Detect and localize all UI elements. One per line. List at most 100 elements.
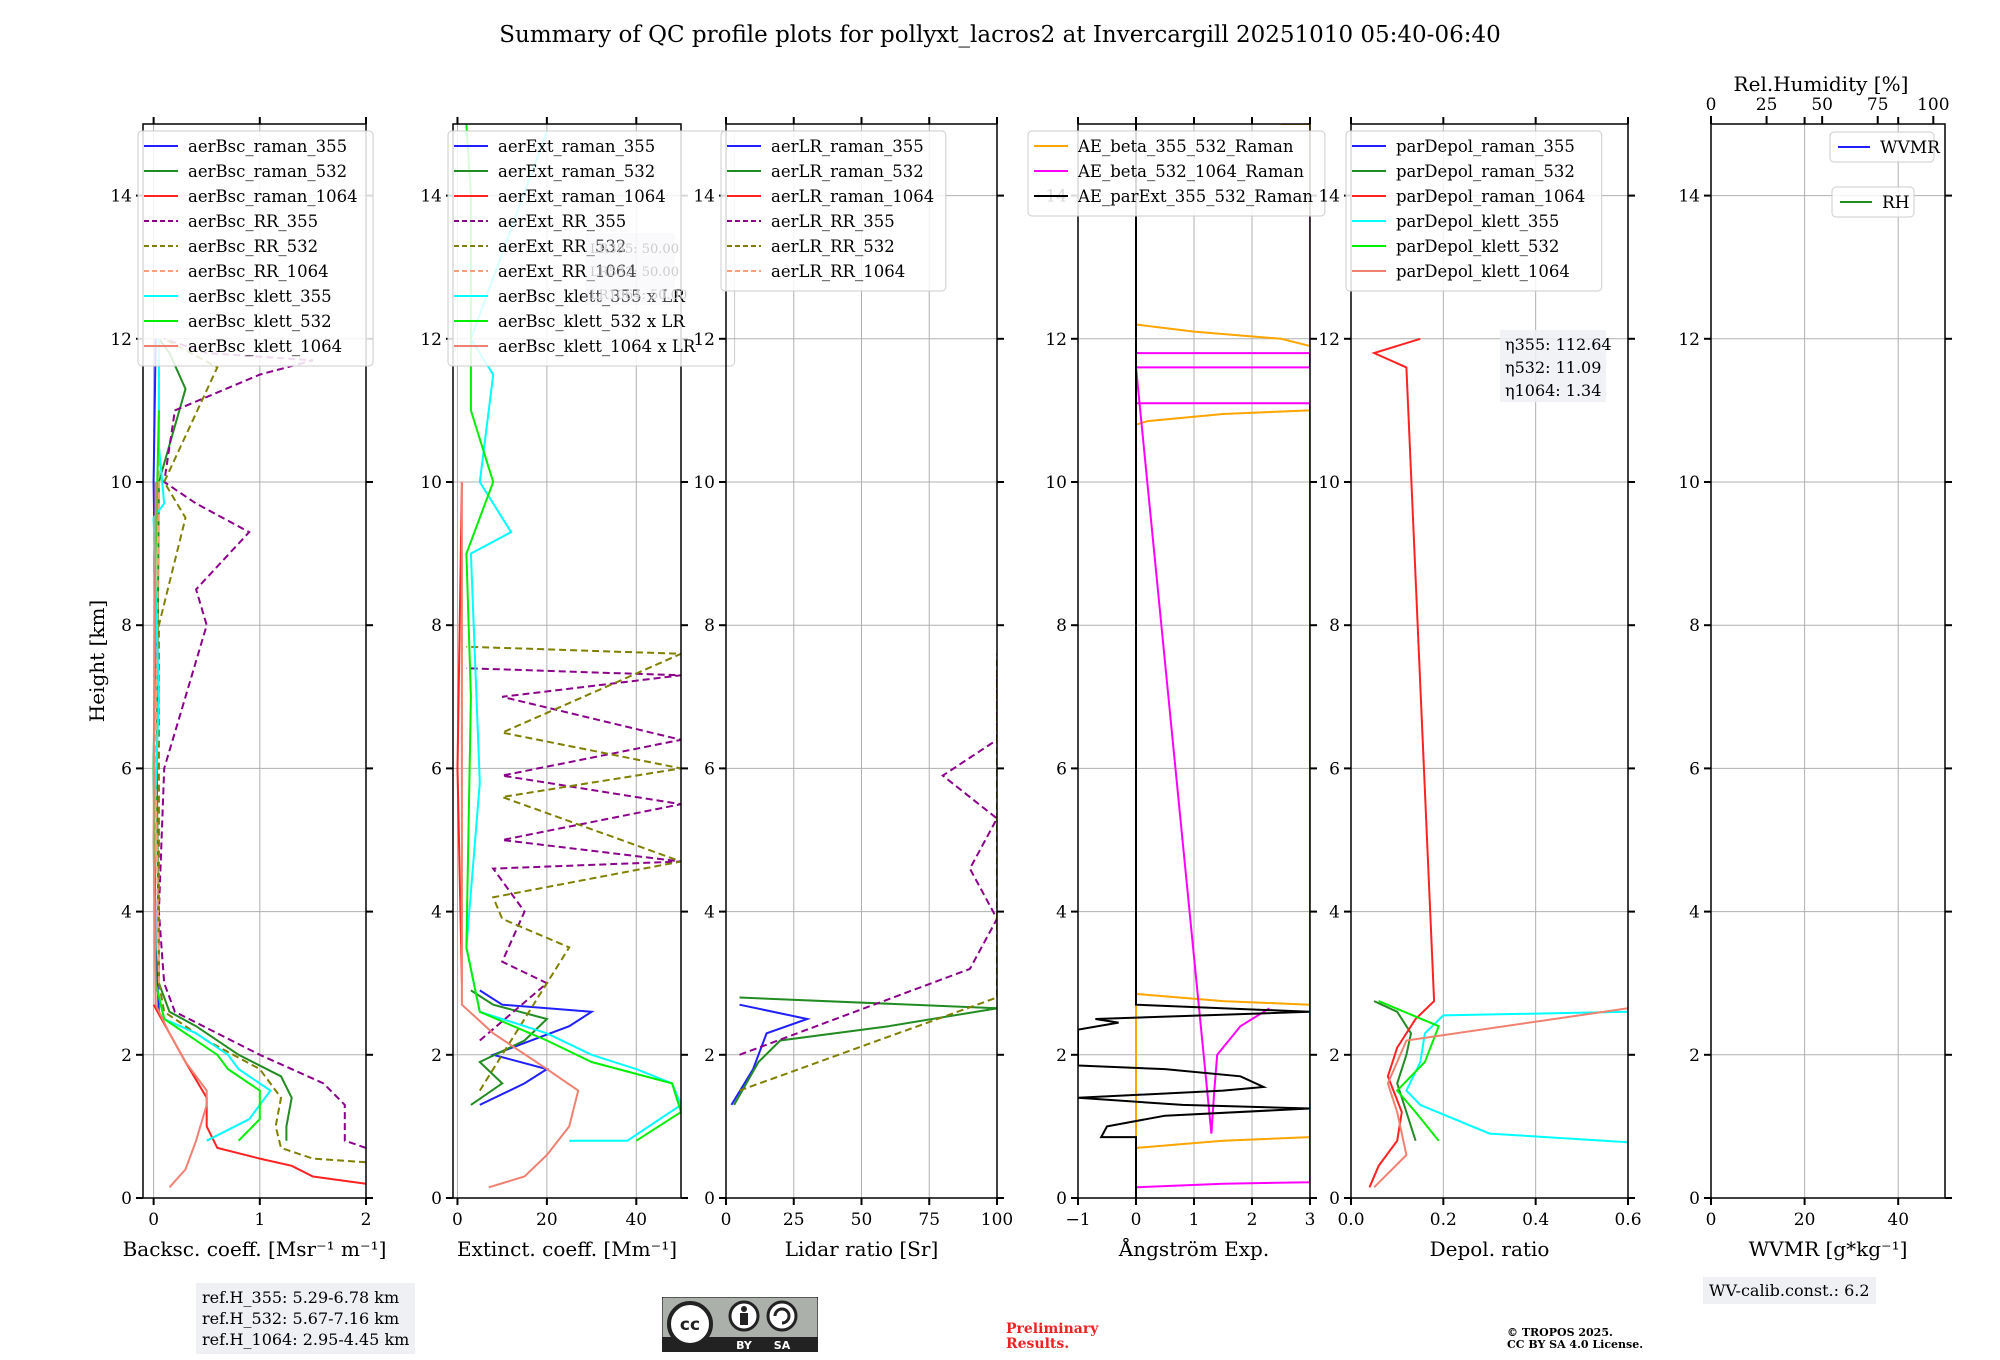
y-tick-label: 6 [1056, 759, 1067, 779]
top-axis-label: Rel.Humidity [%] [1734, 72, 1909, 96]
series-group [1368, 337, 1628, 1189]
legend-label: aerLR_raman_532 [771, 162, 924, 181]
legend-label: aerExt_raman_532 [498, 162, 655, 181]
y-tick-label: 8 [1056, 616, 1067, 636]
x-tick-label: −1 [1065, 1210, 1090, 1230]
x-tick-label: 0.2 [1430, 1210, 1457, 1230]
annotation-box: LR355: 50.00 LR532: 50.00 LR1064: 50.00 [585, 233, 687, 305]
annotation-background [1500, 330, 1606, 402]
y-tick-label: 6 [704, 759, 715, 779]
legend: aerExt_raman_355 aerExt_raman_532 aerExt_r… [447, 130, 736, 367]
x-tick-label: 2 [1247, 1210, 1258, 1230]
x-axis-label: Extinct. coeff. [Mm⁻¹] [457, 1237, 677, 1261]
x-tick-label: 3 [1305, 1210, 1316, 1230]
series-line-pardepol-klett-1064 [1373, 1007, 1628, 1189]
legend: aerLR_raman_355 aerLR_raman_532 aerLR_rama… [720, 130, 947, 292]
y-tick-label: 2 [704, 1046, 715, 1066]
share-alike-icon [766, 1300, 798, 1332]
x-tick-label: 25 [783, 1210, 805, 1230]
series-line-aerlr-raman-355 [730, 1003, 812, 1106]
y-tick-label: 2 [1689, 1046, 1700, 1066]
x-tick-label: 100 [981, 1210, 1013, 1230]
top-tick-label: 75 [1867, 95, 1889, 115]
top-tick-label: 50 [1811, 95, 1833, 115]
annotation-line: LR1064: 50.00 [590, 288, 687, 303]
series-line-aerbsc-klett-1064 [152, 481, 208, 1188]
x-tick-label: 0 [148, 1210, 159, 1230]
y-tick-label: 8 [1329, 616, 1340, 636]
annotation-line: LR355: 50.00 [590, 242, 679, 257]
series-line-aerext-raman-1064 [456, 481, 463, 984]
legend-box [720, 130, 947, 292]
preliminary-line-1: Preliminary [1006, 1321, 1099, 1337]
legend-box [1831, 186, 1915, 218]
x-axis-label: WVMR [g*kg⁻¹] [1749, 1237, 1908, 1261]
y-tick-label: 2 [1056, 1046, 1067, 1066]
annotation-line: LR532: 50.00 [590, 265, 679, 280]
y-tick-label: 6 [1329, 759, 1340, 779]
annotation-box: η355: 112.64 η532: 11.09 η1064: 1.34 [1500, 330, 1612, 402]
series-line-aerext-raman-355 [479, 989, 595, 1106]
series-group [1078, 124, 1310, 1198]
legend-rh: RH [1831, 186, 1915, 218]
y-tick-label: 10 [693, 473, 715, 493]
legend-label: aerBsc_klett_355 x LR [498, 287, 685, 306]
y-tick-label: 0 [1689, 1189, 1700, 1209]
y-tick-label: 0 [1056, 1189, 1067, 1209]
cc-by-sa-license-badge: cc BY SA [662, 1297, 818, 1352]
legend-label: aerExt_raman_1064 [498, 187, 666, 206]
ref-height-1064: ref.H_1064: 2.95-4.45 km [202, 1330, 410, 1349]
legend-box [137, 130, 374, 367]
y-tick-label: 12 [1678, 330, 1700, 350]
by-label: BY [736, 1339, 753, 1352]
annotation-line: η532: 11.09 [1505, 358, 1601, 377]
y-tick-label: 14 [1678, 187, 1700, 207]
legend-label: aerBsc_RR_355 [188, 212, 318, 231]
x-tick-label: 0.6 [1614, 1210, 1641, 1230]
series-line-pardepol-raman-1064 [1368, 337, 1436, 1188]
series-line-aerext-rr-355 [466, 667, 681, 1042]
y-tick-label: 8 [121, 616, 132, 636]
series-line-aerbsc-rr-532 [157, 337, 366, 1164]
legend-label: aerBsc_RR_1064 [188, 262, 329, 281]
legend-label: aerBsc_klett_532 x LR [498, 312, 685, 331]
y-tick-label: 14 [110, 187, 132, 207]
y-tick-label: 12 [693, 330, 715, 350]
legend: parDepol_raman_355 parDepol_raman_532 parD… [1345, 130, 1603, 292]
y-tick-label: 12 [420, 330, 442, 350]
y-tick-label: 4 [1689, 903, 1700, 923]
y-tick-label: 10 [1045, 473, 1067, 493]
axes-frame [1710, 123, 1946, 1199]
y-tick-label: 0 [704, 1189, 715, 1209]
annotation-line: η1064: 1.34 [1505, 381, 1601, 400]
copyright-note: © TROPOS 2025. CC BY SA 4.0 License. [1507, 1327, 1643, 1351]
annotation-line: η355: 112.64 [1505, 335, 1612, 354]
y-tick-label: 12 [110, 330, 132, 350]
series-line-aerlr-raman-532 [733, 996, 997, 1106]
y-tick-label: 12 [1045, 330, 1067, 350]
preliminary-results-note: Preliminary Results. [1006, 1322, 1098, 1352]
top-tick-label: 25 [1756, 95, 1778, 115]
legend-box [1027, 130, 1326, 217]
x-tick-label: 0 [721, 1210, 732, 1230]
x-tick-label: 0 [1131, 1210, 1142, 1230]
legend-label: AE_parExt_355_532_Raman [1077, 187, 1313, 206]
series-line-aerlr-rr-355 [739, 675, 997, 1056]
y-tick-label: 8 [431, 616, 442, 636]
legend-box [1345, 130, 1603, 292]
legend-label: aerBsc_raman_355 [188, 137, 347, 156]
y-tick-label: 0 [1329, 1189, 1340, 1209]
legend-label: aerLR_raman_1064 [771, 187, 934, 206]
legend-label: aerBsc_raman_1064 [188, 187, 358, 206]
legend-label: aerBsc_klett_355 [188, 287, 332, 306]
ref-height-355: ref.H_355: 5.29-6.78 km [202, 1288, 400, 1307]
series-line-aerext-rr-532 [466, 645, 681, 1092]
series-line-ae-beta-355-532-raman [1135, 124, 1310, 1149]
x-tick-label: 0 [452, 1210, 463, 1230]
copyright-line-1: © TROPOS 2025. [1507, 1326, 1613, 1339]
series-line-ae-parext-355-532-raman [1078, 124, 1310, 1198]
y-tick-label: 4 [1329, 903, 1340, 923]
y-tick-label: 0 [431, 1189, 442, 1209]
